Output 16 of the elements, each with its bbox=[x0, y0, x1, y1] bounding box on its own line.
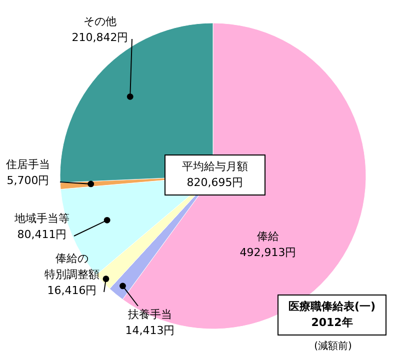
data-label: 210,842円 bbox=[72, 31, 128, 44]
data-label: 80,411円 bbox=[17, 228, 67, 241]
data-label: 492,913円 bbox=[240, 246, 296, 259]
text: (減額前) bbox=[314, 340, 352, 352]
data-label: 16,416円 bbox=[47, 284, 97, 297]
slice-label: 扶養手当 bbox=[127, 308, 172, 321]
data-label: 5,700円 bbox=[6, 174, 50, 187]
data-label: 14,413円 bbox=[125, 324, 175, 337]
slice-label: その他 bbox=[84, 15, 116, 28]
slice-label: 地域手当等 bbox=[14, 212, 70, 225]
text: 平均給与月額 820,695円 bbox=[182, 160, 248, 189]
text: 医療職俸給表(一) bbox=[288, 300, 376, 313]
text: 2012年 bbox=[311, 316, 353, 329]
slice-label: 住居手当 bbox=[6, 158, 50, 171]
slice-label: 俸給 bbox=[257, 230, 279, 243]
slice-label: 俸給の特別調整額 bbox=[44, 252, 100, 281]
